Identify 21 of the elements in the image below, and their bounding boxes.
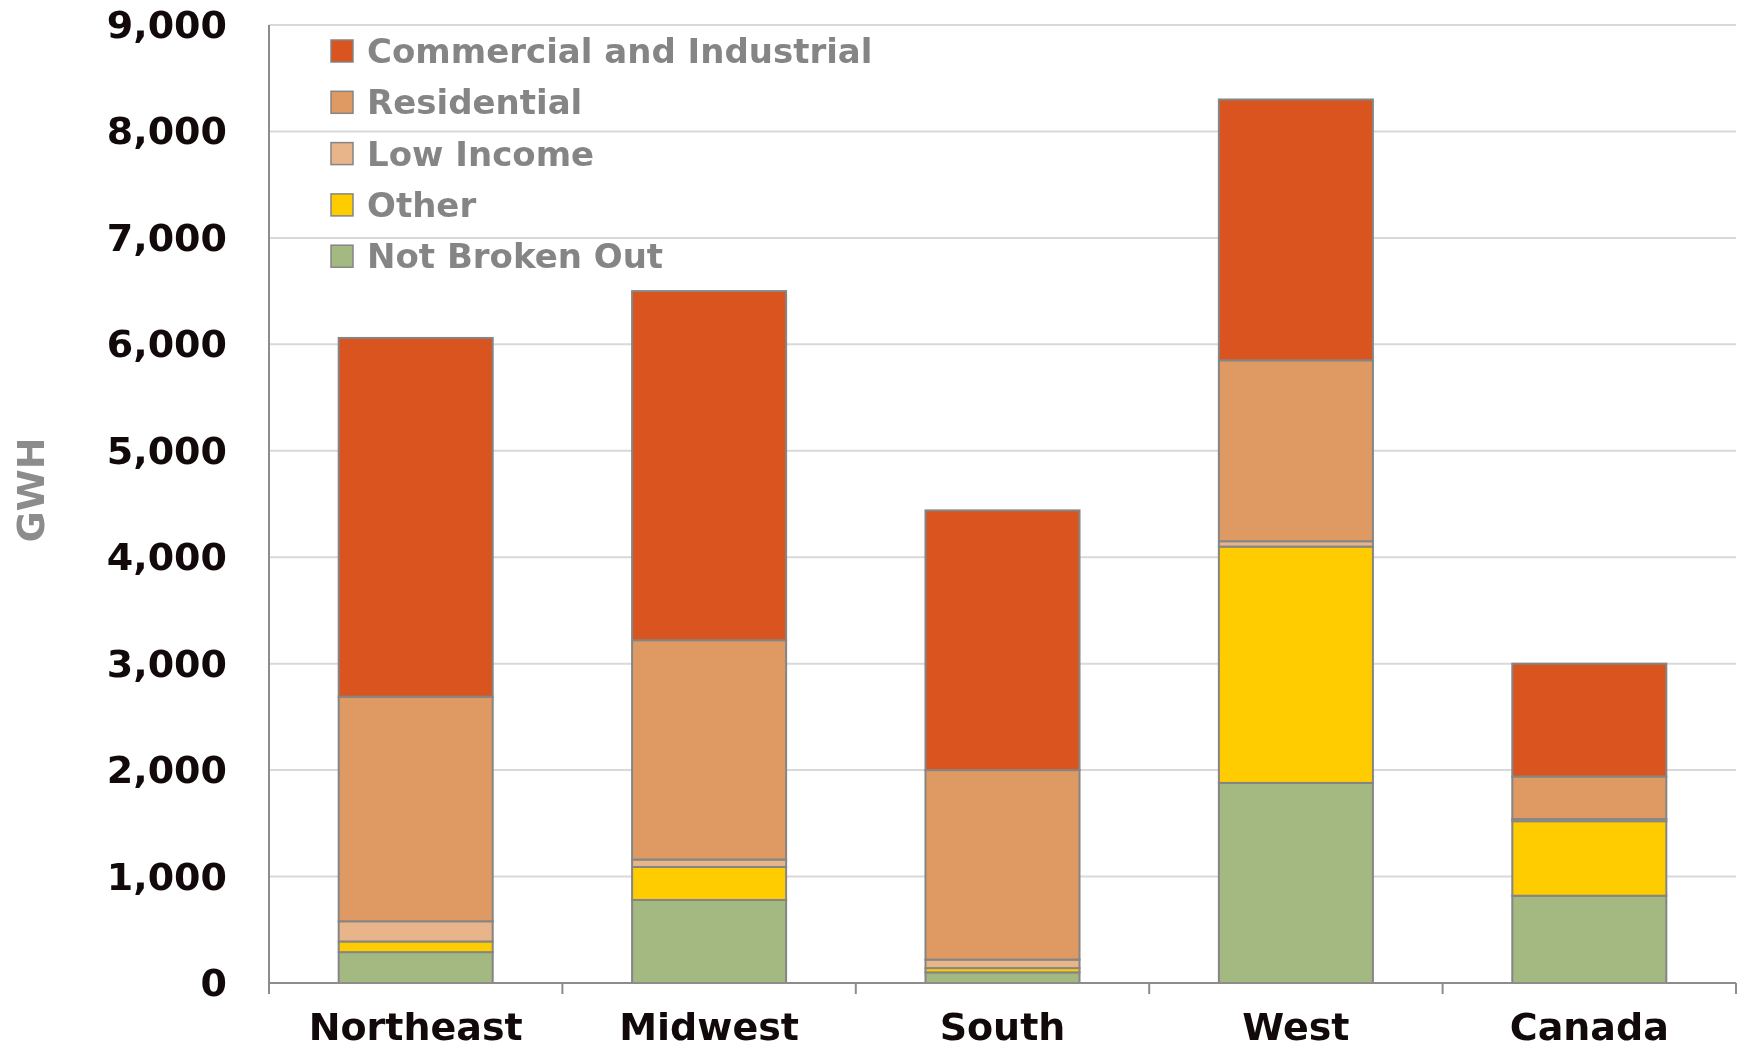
- y-tick-label: 6,000: [106, 322, 227, 367]
- y-tick-label: 3,000: [106, 641, 227, 686]
- legend-label: Not Broken Out: [367, 236, 664, 277]
- x-tick-label: Midwest: [619, 1005, 799, 1049]
- legend-label: Other: [367, 184, 477, 225]
- y-tick-label: 0: [200, 961, 227, 1005]
- y-tick-label: 5,000: [106, 428, 227, 473]
- legend-label: Low Income: [367, 133, 595, 174]
- x-tick-label: South: [939, 1005, 1066, 1049]
- y-tick-label: 9,000: [106, 3, 227, 47]
- y-tick-label: 8,000: [106, 109, 227, 154]
- x-tick-label: Canada: [1509, 1005, 1669, 1049]
- y-tick-label: 7,000: [106, 215, 227, 260]
- x-tick-label: West: [1242, 1005, 1350, 1049]
- y-tick-label: 1,000: [106, 854, 227, 899]
- x-tick-label: Northeast: [308, 1005, 523, 1049]
- y-tick-label: 2,000: [106, 748, 227, 793]
- y-tick-label: 4,000: [106, 535, 227, 580]
- legend-label: Commercial and Industrial: [367, 31, 873, 71]
- y-axis-title: GWH: [9, 437, 53, 543]
- legend-label: Residential: [367, 82, 583, 123]
